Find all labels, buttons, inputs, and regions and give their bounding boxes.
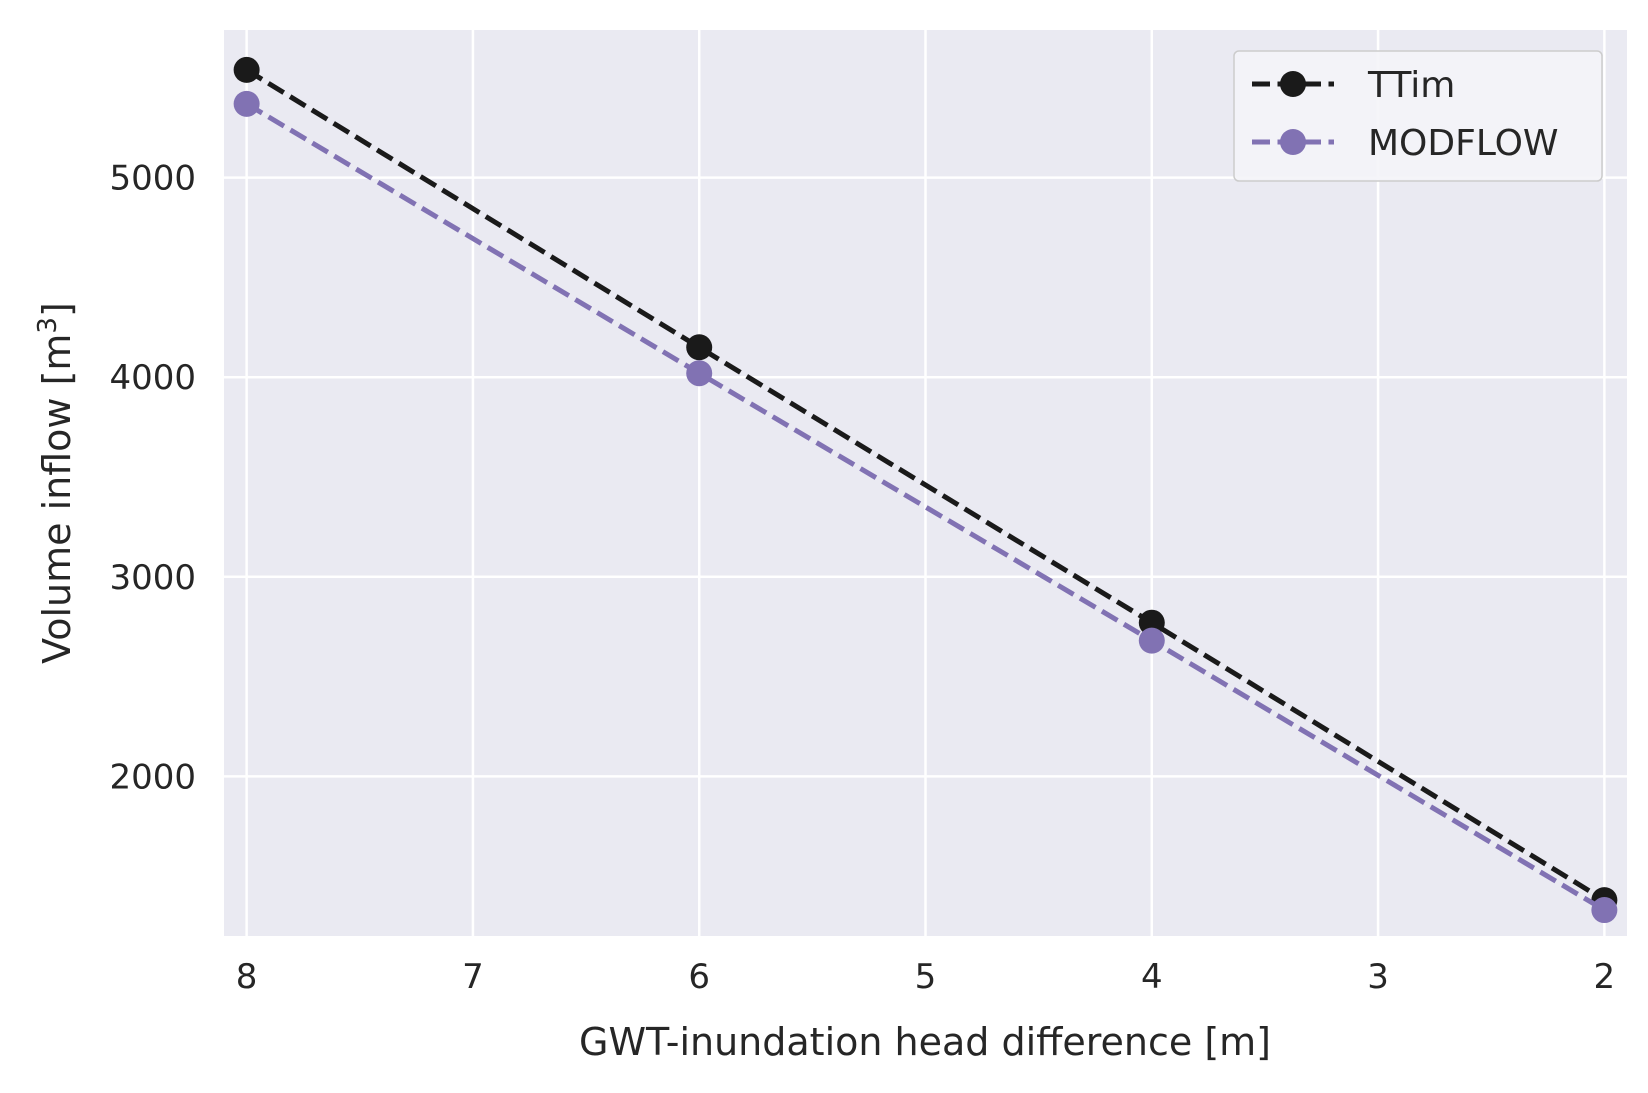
legend-box [1233,50,1603,182]
x-tick-label: 6 [688,957,710,997]
data-point-ttim [1138,609,1165,636]
data-point-ttim [686,334,713,361]
legend-label-modflow: MODFLOW [1368,123,1559,164]
data-point-modflow [1138,627,1165,654]
tick-labels: 8 7 6 5 4 3 2 2000 3000 4000 5000 [109,159,1615,997]
y-tick-label: 4000 [109,358,196,398]
y-axis-label-superscript: 3 [33,317,63,334]
y-tick-label: 5000 [109,159,196,199]
y-axis-label-main: Volume inflow [m [35,334,79,664]
y-axis-label-close: ] [35,302,79,317]
data-point-modflow [686,360,713,387]
y-axis-label: Volume inflow [m3] [33,302,79,664]
x-tick-label: 5 [915,957,937,997]
data-point-modflow [1591,897,1618,924]
series-layer [233,56,1618,924]
x-tick-label: 3 [1367,957,1389,997]
x-axis-label: GWT-inundation head difference [m] [579,1020,1271,1064]
x-tick-label: 8 [236,957,258,997]
legend-label-ttim: TTim [1367,65,1455,106]
legend-marker-modflow [1280,129,1306,155]
data-point-modflow [233,90,260,117]
data-point-ttim [233,56,260,83]
x-tick-label: 2 [1594,957,1616,997]
x-tick-label: 7 [462,957,484,997]
series-line-ttim [245,67,1606,903]
series-line-modflow [245,101,1606,913]
y-tick-label: 2000 [109,757,196,797]
legend: TTim MODFLOW [1233,50,1603,182]
x-tick-label: 4 [1141,957,1163,997]
y-tick-label: 3000 [109,558,196,598]
legend-marker-ttim [1280,71,1306,97]
